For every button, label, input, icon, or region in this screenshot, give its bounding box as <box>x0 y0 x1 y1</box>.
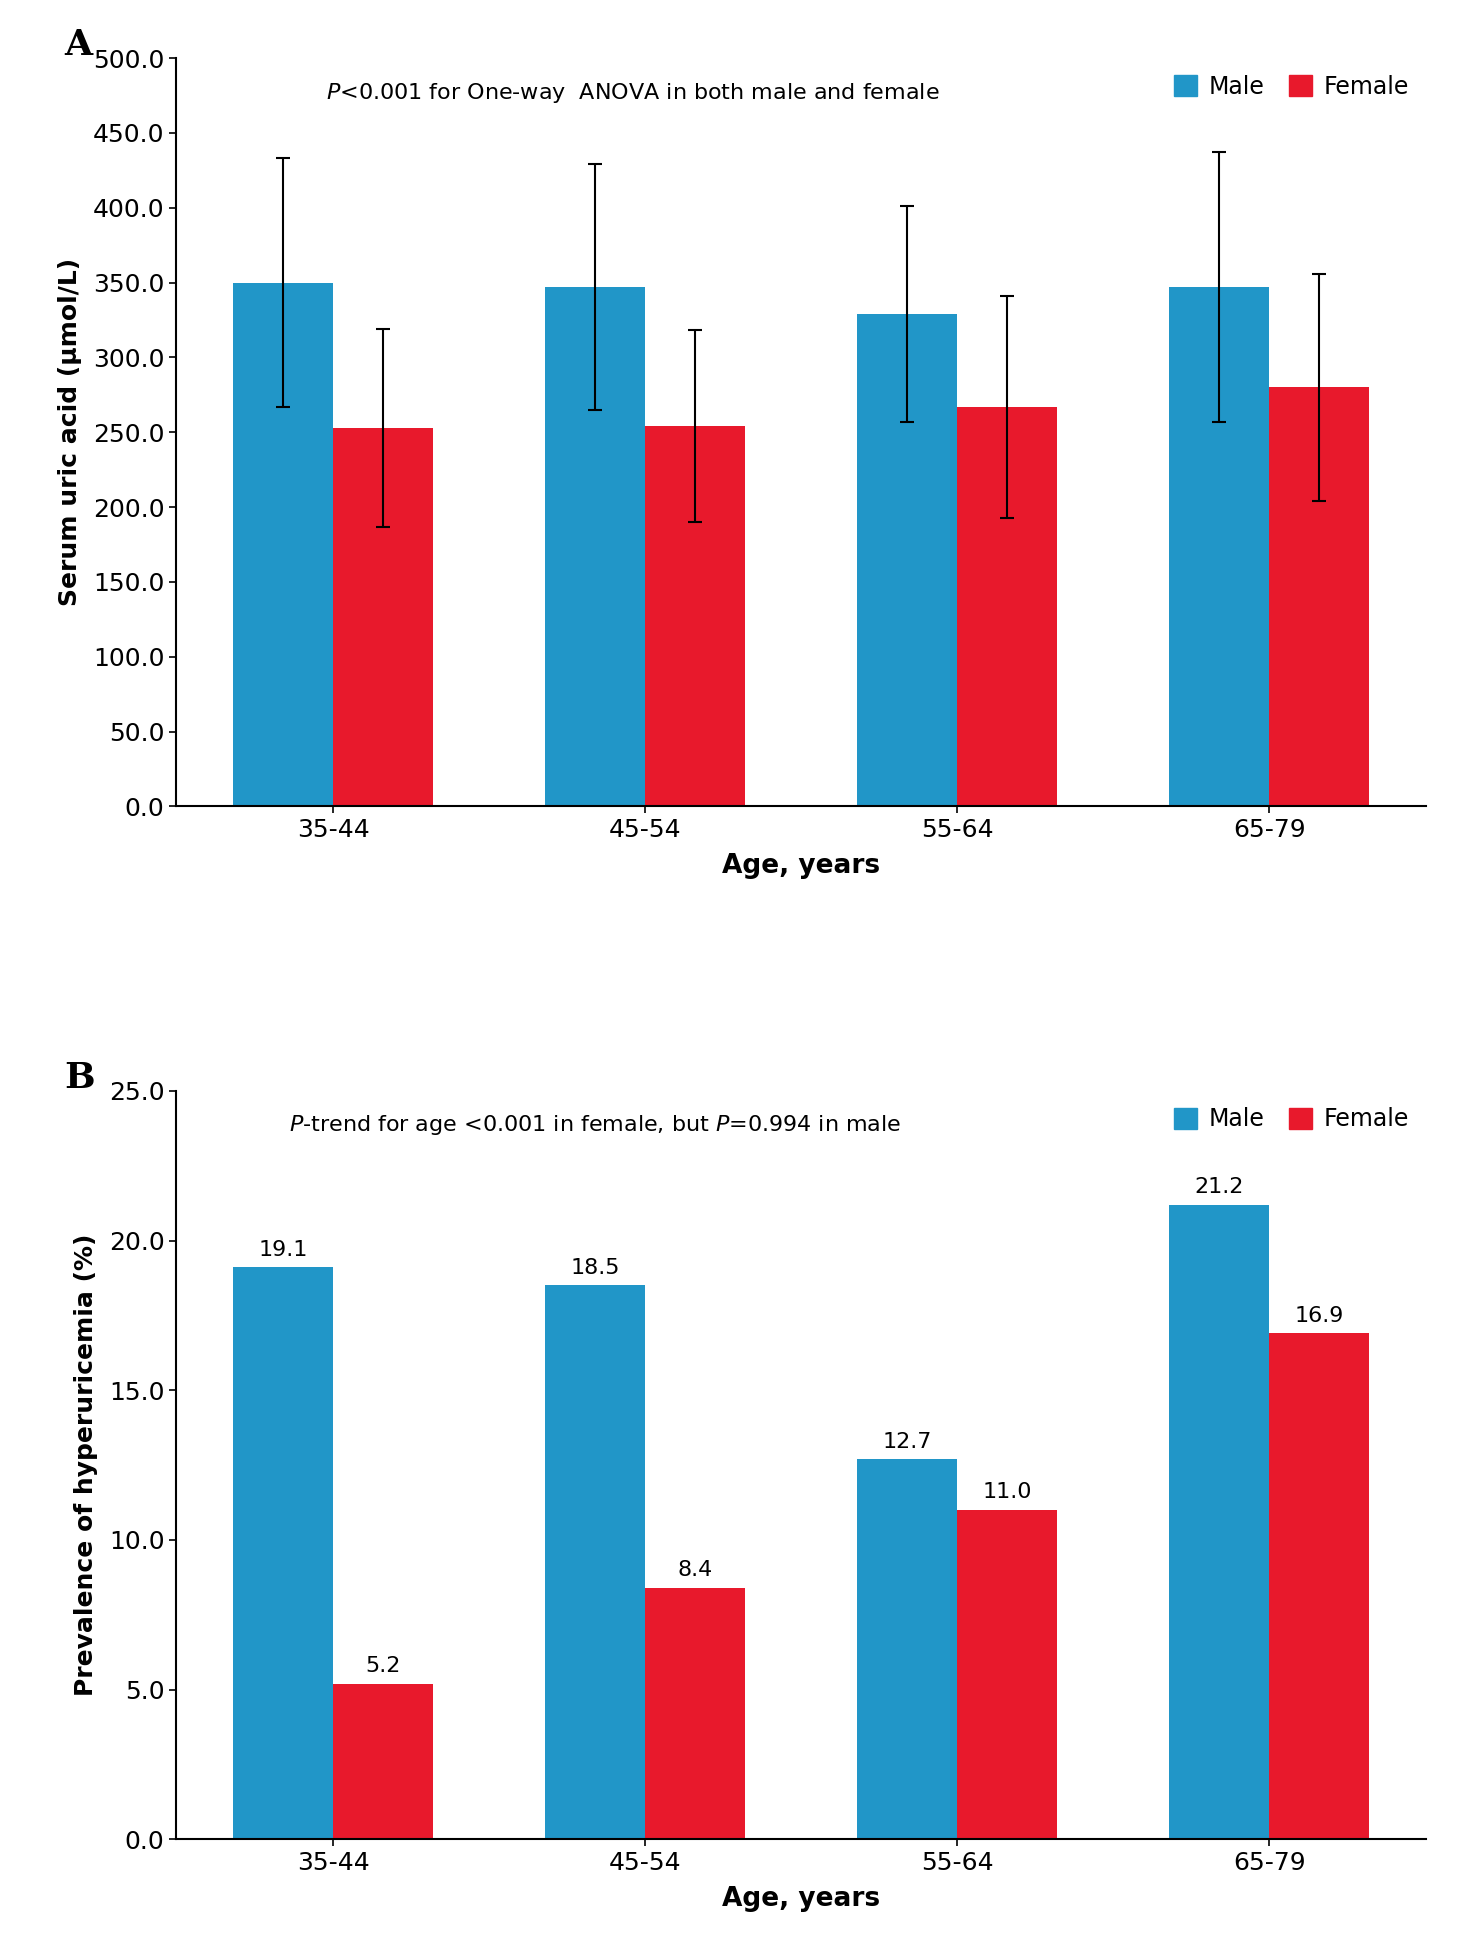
Text: 16.9: 16.9 <box>1295 1305 1344 1326</box>
Bar <box>1269 1334 1369 1839</box>
Y-axis label: Prevalence of hyperuricemia (%): Prevalence of hyperuricemia (%) <box>74 1233 97 1696</box>
Bar <box>334 428 434 807</box>
Bar <box>545 287 645 807</box>
Y-axis label: Serum uric acid (μmol/L): Serum uric acid (μmol/L) <box>57 257 82 606</box>
Bar <box>957 407 1057 807</box>
Bar <box>957 1510 1057 1839</box>
Text: 11.0: 11.0 <box>982 1483 1032 1502</box>
Text: 19.1: 19.1 <box>259 1239 307 1260</box>
Bar <box>334 1684 434 1839</box>
Text: 5.2: 5.2 <box>366 1655 401 1677</box>
Bar <box>1169 1204 1269 1839</box>
Legend: Male, Female: Male, Female <box>1169 70 1414 103</box>
Text: 8.4: 8.4 <box>678 1560 713 1580</box>
Bar <box>234 1268 334 1839</box>
Text: 21.2: 21.2 <box>1195 1177 1244 1196</box>
Bar <box>1269 387 1369 807</box>
X-axis label: Age, years: Age, years <box>722 1886 881 1913</box>
Bar <box>1169 287 1269 807</box>
Bar <box>645 426 745 807</box>
Bar <box>545 1286 645 1839</box>
Bar <box>234 283 334 807</box>
Text: $\it{P}$<0.001 for One-way  ANOVA in both male and female: $\it{P}$<0.001 for One-way ANOVA in both… <box>326 81 939 105</box>
Text: B: B <box>65 1061 94 1096</box>
X-axis label: Age, years: Age, years <box>722 854 881 879</box>
Text: 12.7: 12.7 <box>882 1431 932 1452</box>
Text: $\it{P}$-trend for age <0.001 in female, but $\it{P}$=0.994 in male: $\it{P}$-trend for age <0.001 in female,… <box>288 1113 901 1136</box>
Text: 18.5: 18.5 <box>570 1258 620 1278</box>
Bar <box>857 1460 957 1839</box>
Bar <box>645 1588 745 1839</box>
Text: A: A <box>65 29 93 62</box>
Bar <box>857 314 957 807</box>
Legend: Male, Female: Male, Female <box>1169 1104 1414 1136</box>
